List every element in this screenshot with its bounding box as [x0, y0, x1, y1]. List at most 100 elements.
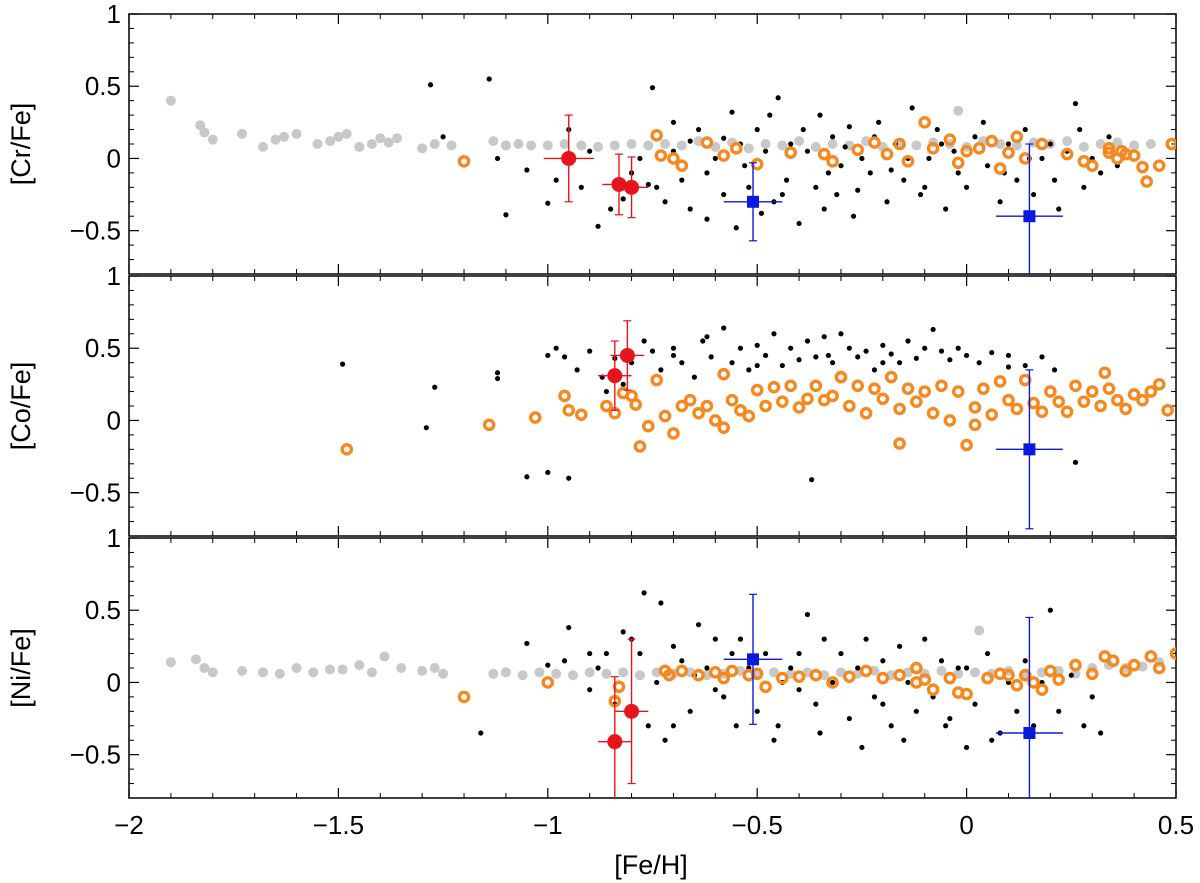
- x-tick-label: −1: [533, 810, 563, 840]
- field-star-point: [771, 331, 777, 337]
- reference-point: [270, 134, 281, 145]
- comparison-point: [692, 668, 705, 682]
- field-star-point: [796, 220, 802, 227]
- field-star-point: [972, 134, 978, 140]
- reference-point: [618, 667, 629, 678]
- series-open-circle-orange: [457, 116, 1176, 188]
- comparison-point: [893, 137, 906, 151]
- field-star-point: [737, 636, 744, 642]
- comparison-point: [826, 155, 839, 168]
- comparison-point: [918, 385, 932, 398]
- field-star-point: [905, 338, 911, 344]
- field-star-point: [754, 362, 760, 369]
- x-tick-label: −0.5: [732, 810, 783, 840]
- field-star-point: [679, 177, 685, 183]
- field-star-point: [545, 200, 551, 206]
- target-red-point: [611, 176, 627, 192]
- field-star-point: [641, 590, 647, 596]
- comparison-point: [792, 670, 806, 683]
- comparison-point: [985, 134, 999, 148]
- comparison-point: [1165, 137, 1176, 151]
- field-star-point: [829, 360, 836, 366]
- reference-point: [429, 663, 440, 673]
- field-star-point: [733, 723, 739, 729]
- reference-point: [291, 663, 302, 673]
- field-star-point: [846, 345, 852, 351]
- field-star-point: [754, 708, 760, 714]
- comparison-point: [1085, 667, 1099, 681]
- comparison-point: [629, 398, 643, 411]
- comparison-point: [759, 399, 772, 413]
- comparison-point: [654, 149, 668, 162]
- field-star-point: [670, 643, 677, 649]
- comparison-point: [1035, 137, 1049, 151]
- reference-point: [576, 140, 587, 151]
- field-star-point: [955, 345, 961, 351]
- field-star-point: [641, 338, 647, 344]
- field-star-point: [984, 163, 991, 169]
- target-red-point: [619, 347, 635, 363]
- field-star-point: [729, 650, 735, 657]
- field-star-point: [817, 730, 823, 736]
- comparison-point: [340, 443, 354, 456]
- comparison-point: [1085, 159, 1099, 172]
- comparison-point: [884, 370, 898, 384]
- comparison-point: [893, 402, 906, 416]
- field-star-point: [871, 367, 878, 373]
- reference-point: [626, 139, 637, 149]
- field-star-point: [658, 367, 664, 373]
- comparison-point: [1111, 393, 1124, 407]
- reference-point: [500, 140, 511, 151]
- field-star-point: [1014, 177, 1020, 183]
- x-tick-label: 0: [959, 810, 973, 840]
- reference-point: [1145, 139, 1156, 149]
- field-star-point: [587, 687, 593, 693]
- field-star-point: [545, 662, 551, 668]
- field-star-point: [1077, 126, 1083, 133]
- field-star-point: [896, 360, 903, 366]
- reference-point: [354, 660, 365, 671]
- reference-point: [258, 667, 269, 678]
- comparison-point: [1052, 673, 1066, 686]
- field-star-point: [561, 658, 568, 664]
- comparison-point: [851, 143, 865, 157]
- comparison-point: [918, 116, 932, 129]
- reference-point: [1053, 665, 1064, 676]
- reference-point: [743, 143, 754, 154]
- field-star-point: [880, 342, 886, 348]
- series-open-circle-orange: [457, 647, 1176, 708]
- field-star-point: [561, 354, 568, 360]
- field-star-point: [947, 357, 953, 363]
- comparison-point: [1010, 679, 1024, 692]
- comparison-point: [717, 421, 730, 434]
- reference-point: [869, 665, 880, 676]
- target-blue-point: [1023, 727, 1036, 739]
- comparison-point: [675, 159, 689, 172]
- field-star-point: [637, 155, 643, 162]
- comparison-point: [910, 395, 923, 408]
- comparison-point: [1044, 385, 1057, 398]
- reference-point: [274, 668, 285, 679]
- reference-point: [165, 657, 176, 668]
- field-star-point: [888, 351, 894, 357]
- field-star-point: [804, 611, 811, 618]
- reference-point: [429, 139, 440, 149]
- reference-point: [1011, 140, 1022, 151]
- x-axis-title: [Fe/H]: [614, 850, 688, 880]
- y-tick-label: 1: [107, 0, 121, 29]
- field-star-point: [901, 177, 907, 183]
- reference-point: [542, 140, 553, 151]
- field-star-point: [955, 665, 961, 671]
- field-star-point: [1022, 658, 1028, 664]
- field-star-point: [670, 119, 677, 125]
- field-star-point: [704, 334, 710, 340]
- field-star-point: [880, 658, 886, 664]
- field-star-point: [578, 184, 584, 190]
- field-star-point: [909, 105, 915, 111]
- series-filled-circle-red: [598, 638, 649, 798]
- comparison-point: [1094, 399, 1107, 413]
- reference-point: [559, 139, 570, 149]
- comparison-point: [725, 664, 739, 678]
- panels-layer: −0.5 0 0.5 1 [Cr/Fe] −0.5 0 0.5 1 [Co/Fe] −0.5 0 0.5…: [6, 0, 1194, 840]
- reference-point: [936, 665, 947, 676]
